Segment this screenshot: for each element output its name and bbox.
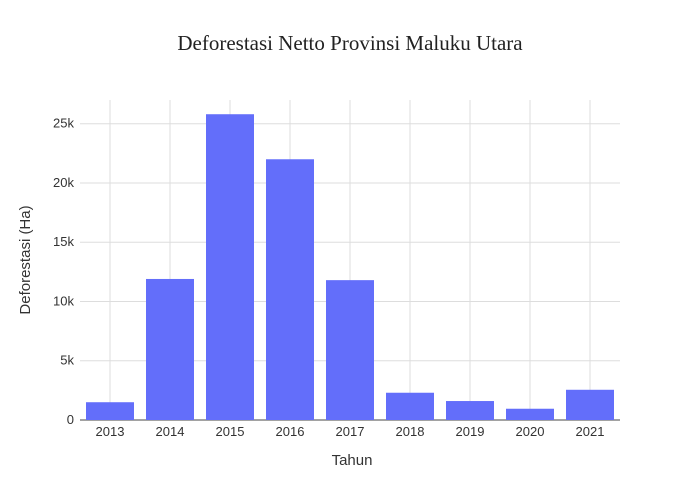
y-axis-label: Deforestasi (Ha) (17, 205, 34, 314)
bar-2018[interactable] (386, 392, 434, 420)
x-axis-ticks: 2013 2014 2015 2016 2017 2018 2019 2020 2021 (96, 424, 605, 439)
bar-2015[interactable] (206, 114, 254, 420)
x-tick-label: 2020 (516, 424, 545, 439)
y-tick-label: 20k (53, 175, 74, 190)
y-tick-label: 5k (60, 353, 74, 368)
y-tick-label: 10k (53, 293, 74, 308)
y-tick-label: 15k (53, 234, 74, 249)
bar-2020[interactable] (506, 408, 554, 420)
chart-title: Deforestasi Netto Provinsi Maluku Utara (177, 31, 523, 55)
y-tick-label: 0 (67, 412, 74, 427)
bars (86, 114, 614, 420)
x-tick-label: 2021 (576, 424, 605, 439)
x-tick-label: 2019 (456, 424, 485, 439)
x-tick-label: 2014 (156, 424, 185, 439)
x-tick-label: 2016 (276, 424, 305, 439)
y-tick-label: 25k (53, 116, 74, 131)
x-tick-label: 2015 (216, 424, 245, 439)
x-tick-label: 2013 (96, 424, 125, 439)
bar-2013[interactable] (86, 402, 134, 420)
x-axis-label: Tahun (332, 452, 373, 469)
y-axis-ticks: 0 5k 10k 15k 20k 25k (53, 116, 74, 427)
bar-2021[interactable] (566, 389, 614, 420)
bar-2017[interactable] (326, 280, 374, 420)
bar-2016[interactable] (266, 159, 314, 420)
bar-2014[interactable] (146, 278, 194, 420)
x-tick-label: 2017 (336, 424, 365, 439)
bar-2019[interactable] (446, 401, 494, 420)
x-tick-label: 2018 (396, 424, 425, 439)
